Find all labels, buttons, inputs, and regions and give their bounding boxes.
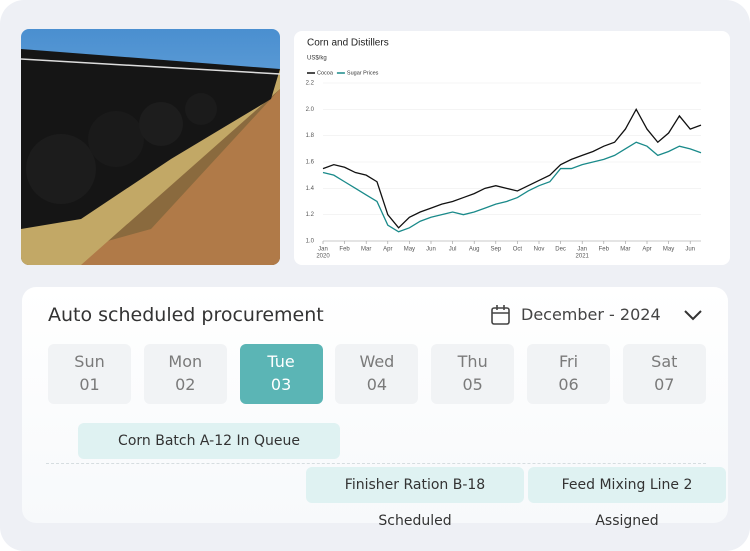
- x-tick-label: Apr: [642, 247, 651, 253]
- x-tick-label: Feb: [599, 247, 610, 253]
- day-name: Mon: [168, 352, 203, 371]
- day-pill[interactable]: Sat 07: [622, 344, 706, 404]
- dropdown-chevron[interactable]: [682, 307, 704, 323]
- event-pill[interactable]: Corn Batch A-12 In Queue: [78, 423, 340, 459]
- event-pill[interactable]: Finisher Ration B-18 Scheduled: [306, 467, 524, 529]
- series-line: [322, 141, 702, 233]
- chart: Corn and Distillers US$/kg 1.0 1.2 1.4 1.6 1…: [294, 31, 730, 265]
- day-pill[interactable]: Sun 01: [48, 344, 131, 404]
- scheduler-title: Auto scheduled procurement: [48, 304, 324, 326]
- day-name: Thu: [457, 352, 488, 371]
- day-pill[interactable]: Fri 06: [527, 344, 610, 404]
- x-tick-label: Mar: [361, 247, 371, 253]
- x-tick-label: May: [663, 247, 674, 253]
- x-tick-label: Nov: [534, 247, 545, 253]
- x-tick-label: Mar: [620, 247, 630, 253]
- x-year-label: 2021: [576, 254, 590, 260]
- day-name: Wed: [359, 352, 395, 371]
- x-tick-label: Jun: [685, 247, 695, 253]
- x-tick-label: Oct: [513, 247, 523, 253]
- day-name: Fri: [558, 352, 579, 371]
- chart-title: Corn and Distillers: [307, 38, 389, 49]
- y-tick-label: 2.2: [306, 81, 315, 87]
- x-tick-label: Apr: [383, 247, 392, 253]
- day-name: Tue: [267, 352, 295, 371]
- cattle-photo: [21, 29, 280, 265]
- x-tick-label: Aug: [469, 247, 480, 253]
- x-tick-label: Jan: [318, 247, 328, 253]
- y-axis-label: US$/kg: [307, 56, 327, 62]
- day-date: 07: [654, 375, 675, 394]
- x-tick-label: Jun: [426, 247, 436, 253]
- day-date: 02: [175, 375, 196, 394]
- x-tick-label: Jul: [449, 247, 457, 253]
- day-date: 05: [462, 375, 483, 394]
- calendar-icon: [491, 305, 510, 325]
- day-pill[interactable]: Thu 05: [431, 344, 515, 404]
- x-tick-label: Jan: [577, 247, 587, 253]
- day-name: Sun: [74, 352, 105, 371]
- y-tick-label: 2.0: [306, 107, 315, 113]
- x-tick-label: Sep: [490, 247, 501, 253]
- day-date: 06: [558, 375, 579, 394]
- month-selector[interactable]: December - 2024: [521, 305, 661, 324]
- y-tick-label: 1.4: [306, 186, 315, 192]
- y-tick-label: 1.8: [306, 133, 315, 139]
- event-pill[interactable]: Feed Mixing Line 2 Assigned: [528, 467, 726, 529]
- day-name: Sat: [651, 352, 678, 371]
- x-tick-label: Feb: [339, 247, 350, 253]
- divider: [46, 463, 706, 464]
- legend-label: Sugar Prices: [347, 70, 379, 76]
- y-tick-label: 1.2: [306, 212, 315, 218]
- y-tick-label: 1.0: [306, 239, 315, 245]
- series-line: [322, 107, 702, 229]
- day-date: 04: [366, 375, 388, 394]
- x-tick-label: Dec: [555, 247, 566, 253]
- legend-label: Cocoa: [317, 70, 334, 76]
- scheduler-card: Auto scheduled procurement December - 20…: [22, 287, 728, 529]
- x-tick-label: May: [404, 247, 415, 253]
- day-date: 03: [270, 375, 292, 394]
- day-pill[interactable]: Tue 03: [239, 344, 323, 404]
- y-tick-label: 1.6: [306, 160, 315, 166]
- day-pill[interactable]: Wed 04: [335, 344, 419, 404]
- x-year-label: 2020: [316, 254, 330, 260]
- day-pill[interactable]: Mon 02: [143, 344, 227, 404]
- day-date: 01: [79, 375, 100, 394]
